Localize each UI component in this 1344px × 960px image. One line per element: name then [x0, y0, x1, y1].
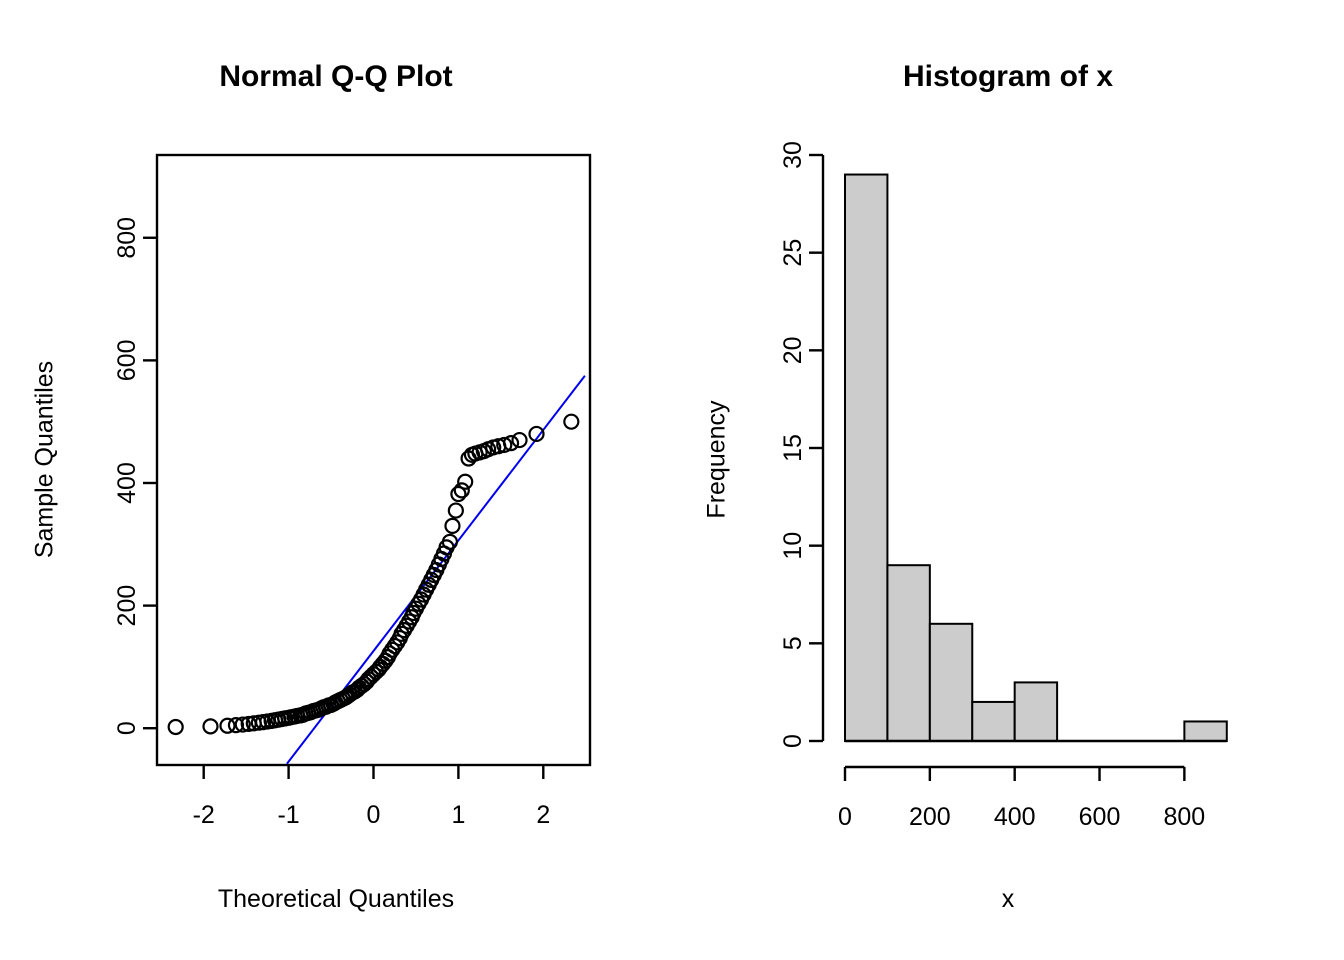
- qq-plot-area: -2 -1 0 1 2 0 200 400 600 800: [113, 153, 592, 829]
- histogram-bar: [928, 622, 974, 742]
- qq-data-point: [450, 485, 467, 503]
- histogram-x-tick-label: 800: [1164, 803, 1206, 831]
- qq-data-point: [496, 436, 513, 454]
- qq-y-tick-label: 600: [113, 340, 141, 382]
- qq-point-group: [167, 413, 580, 736]
- qq-data-point: [234, 716, 251, 733]
- qq-data-point: [528, 425, 545, 443]
- histogram-plot-area: 0 200 400 600 800 0 5 10 15 20 25 30: [779, 141, 1228, 831]
- histogram-x-tick-label: 600: [1079, 803, 1121, 831]
- histogram-y-tick-label: 5: [779, 636, 807, 650]
- qq-data-point: [441, 533, 459, 550]
- qq-data-point: [393, 625, 410, 642]
- qq-plot-title: Normal Q-Q Plot: [219, 60, 453, 93]
- qq-x-tick-label: 0: [367, 801, 381, 829]
- qq-x-axis-title: Theoretical Quantiles: [217, 885, 455, 913]
- qq-data-point: [511, 431, 528, 449]
- histogram-bar: [1183, 720, 1228, 743]
- qq-data-point: [453, 482, 470, 499]
- histogram-title: Histogram of x: [902, 60, 1114, 93]
- qq-x-tick-label: 2: [536, 801, 550, 829]
- histogram-x-tick-label: 200: [909, 803, 951, 831]
- qq-data-point: [447, 502, 464, 519]
- qq-x-tick-label: -1: [277, 801, 299, 829]
- histogram-x-axis-title: x: [1001, 885, 1015, 913]
- histogram-y-tick-label: 20: [779, 336, 807, 364]
- histogram-y-tick-label: 25: [779, 239, 807, 267]
- qq-data-point: [502, 435, 520, 452]
- histogram-y-tick-label: 30: [779, 141, 807, 169]
- qq-data-point: [227, 717, 245, 734]
- qq-x-tick-label: 1: [451, 801, 465, 829]
- qq-data-point: [202, 718, 219, 735]
- qq-data-point: [457, 473, 474, 490]
- qq-y-tick-label: 0: [113, 721, 141, 735]
- histogram-bar-group: [844, 173, 1228, 743]
- qq-data-point: [563, 413, 580, 430]
- qq-data-point: [167, 718, 184, 736]
- qq-x-tick-label: -2: [193, 801, 215, 829]
- histogram-bar: [844, 173, 889, 743]
- histogram-bar: [971, 700, 1016, 743]
- histogram-bar: [1013, 681, 1059, 743]
- qq-data-layer: [167, 375, 586, 764]
- qq-data-point: [219, 717, 236, 734]
- histogram-y-tick-label: 10: [779, 532, 807, 560]
- qq-y-tick-label: 400: [113, 462, 141, 504]
- qq-data-point: [386, 637, 403, 655]
- histogram-x-tick-label: 0: [838, 803, 852, 831]
- qq-plot-panel: Normal Q-Q Plot Sample Quantiles Theoret…: [31, 60, 592, 913]
- histogram-x-tick-label: 400: [994, 803, 1036, 831]
- histogram-y-tick-label: 15: [779, 434, 807, 462]
- qq-y-tick-label: 800: [113, 217, 141, 259]
- qq-data-point: [444, 517, 461, 535]
- histogram-y-tick-label: 0: [779, 734, 807, 748]
- qq-y-tick-label: 200: [113, 585, 141, 627]
- histogram-bar: [886, 564, 931, 743]
- histogram-panel: Histogram of x Frequency x 0 200 400 600 800…: [672, 0, 1344, 960]
